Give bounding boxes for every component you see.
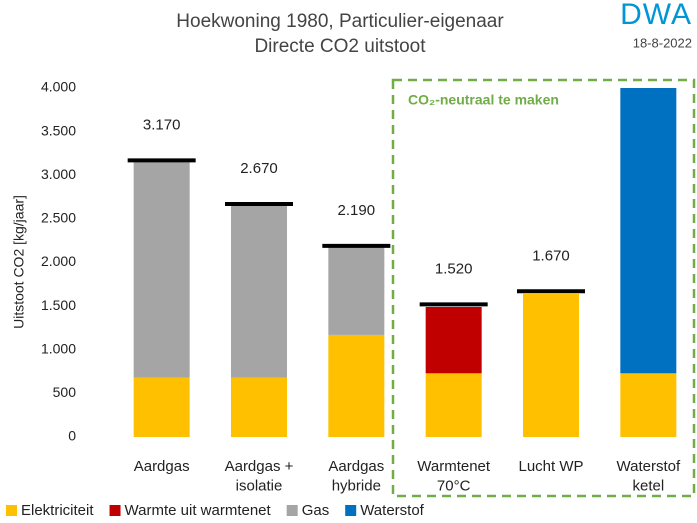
bar-segment (620, 373, 677, 437)
y-tick-label: 2.000 (41, 253, 76, 269)
legend-label: Waterstof (360, 502, 424, 519)
bar-segment (133, 162, 190, 378)
annotation: CO₂-neutraal te maken (408, 92, 559, 108)
x-tick-label: Warmtenet 70°C (417, 458, 491, 495)
value-label: 1.520 (435, 260, 473, 277)
x-tick-label: Aardgas (134, 458, 190, 475)
y-tick-label: 4.000 (41, 79, 76, 95)
y-tick-label: 500 (53, 384, 77, 400)
bar-segment (620, 88, 677, 374)
legend-label: Gas (302, 502, 330, 519)
bar-segment (425, 373, 482, 437)
bar-segment (425, 306, 482, 374)
x-tick-label: Waterstof ketel (617, 458, 681, 495)
neutral-box (391, 78, 696, 498)
legend-label: Elektriciteit (21, 502, 94, 519)
value-label: 2.670 (240, 160, 278, 177)
value-label: 3.170 (143, 116, 181, 133)
y-tick-label: 1.500 (41, 297, 76, 313)
x-tick-label: Aardgas + isolatie (225, 458, 294, 495)
logo: DWA (620, 0, 692, 31)
x-tick-label: Aardgas hybride (328, 458, 384, 495)
y-tick-label: 2.500 (41, 210, 76, 226)
value-label: 1.670 (532, 247, 570, 264)
y-tick-label: 1.000 (41, 340, 76, 356)
legend-swatch (6, 505, 17, 516)
bar-segment (133, 377, 190, 437)
y-tick-label: 0 (68, 428, 76, 444)
y-tick-label: 3.000 (41, 166, 76, 182)
bar-segment (328, 246, 385, 335)
bar-segment (328, 334, 385, 437)
bar-segment (523, 293, 579, 437)
legend-swatch (286, 505, 298, 516)
y-axis-label: Uitstoot CO2 [kg/jaar] (11, 195, 27, 329)
chart-title: Hoekwoning 1980, Particulier-eigenaar (176, 11, 504, 32)
bar-segment (231, 205, 287, 378)
x-tick-label: Lucht WP (518, 458, 583, 475)
value-label: 2.190 (338, 202, 376, 219)
legend-swatch (345, 505, 357, 516)
legend-swatch (109, 505, 121, 516)
y-tick-label: 3.500 (41, 122, 76, 138)
bar-segment (231, 377, 287, 437)
legend-label: Warmte uit warmtenet (125, 502, 272, 519)
chart-subtitle: Directe CO2 uitstoot (254, 36, 426, 57)
date: 18-8-2022 (633, 35, 692, 50)
